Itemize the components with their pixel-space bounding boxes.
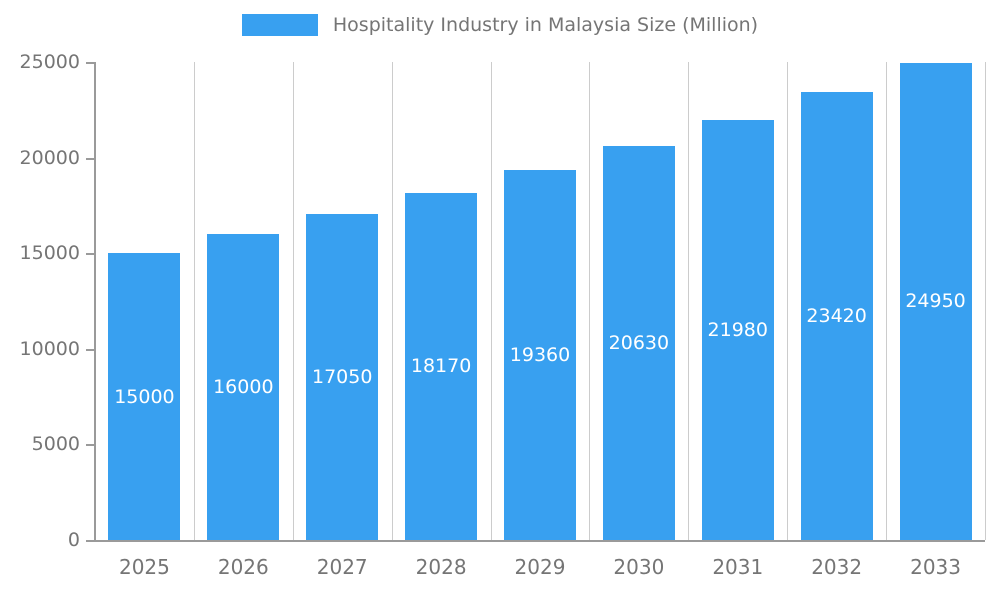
gridline (490, 62, 492, 540)
y-tick-label: 0 (67, 529, 80, 551)
bar-value-label: 24950 (905, 290, 966, 313)
y-tick-label: 10000 (19, 337, 80, 360)
bar[interactable]: 15000 (108, 253, 181, 540)
bar[interactable]: 21980 (701, 119, 774, 540)
x-axis-label: 2028 (415, 555, 467, 579)
bar-value-label: 16000 (213, 376, 274, 399)
bar-value-label: 17050 (311, 365, 373, 388)
bar-value-label: 15000 (114, 385, 175, 408)
y-tick-mark (86, 348, 94, 351)
x-axis-label: 2033 (910, 555, 961, 579)
bar-value-label: 21980 (707, 318, 768, 341)
y-axis-line (94, 62, 96, 542)
y-tick-label: 5000 (31, 433, 80, 456)
x-axis-label: 2031 (712, 555, 764, 579)
x-axis-label: 2025 (118, 555, 170, 579)
y-tick-label: 25000 (19, 51, 80, 73)
y-tick-mark (86, 157, 94, 160)
bar-value-label: 18170 (410, 355, 472, 378)
y-tick-mark (86, 253, 94, 256)
y-tick-label: 20000 (19, 146, 80, 169)
gridline (193, 62, 195, 540)
y-tick-mark (86, 540, 94, 542)
bar[interactable]: 18170 (405, 192, 478, 540)
y-tick-label: 15000 (19, 242, 80, 265)
bar-value-label: 19360 (509, 343, 571, 366)
x-axis-label: 2027 (316, 555, 368, 579)
bar[interactable]: 16000 (207, 234, 280, 540)
legend-swatch (241, 14, 318, 36)
chart-title: Hospitality Industry in Malaysia Size (M… (332, 14, 759, 36)
x-axis-line (94, 540, 985, 542)
gridline (985, 62, 986, 540)
bar[interactable]: 20630 (602, 145, 675, 540)
bar[interactable]: 19360 (504, 169, 576, 540)
bar-value-label: 23420 (806, 305, 867, 328)
bar[interactable]: 24950 (899, 62, 972, 540)
chart-legend: Hospitality Industry in Malaysia Size (M… (0, 14, 1000, 36)
gridline (688, 62, 690, 540)
y-tick-mark (86, 62, 94, 64)
x-axis-label: 2032 (811, 555, 863, 579)
y-tick-mark (86, 444, 94, 447)
gridline (886, 62, 888, 540)
gridline (589, 62, 591, 540)
x-axis-label: 2026 (217, 555, 269, 579)
gridline (292, 62, 294, 540)
x-axis-label: 2030 (613, 555, 665, 579)
bar[interactable]: 17050 (306, 214, 379, 540)
x-axis-label: 2029 (514, 555, 566, 579)
gridline (787, 62, 789, 540)
gridline (391, 62, 393, 540)
bar[interactable]: 23420 (800, 92, 873, 540)
bar-value-label: 20630 (608, 331, 670, 354)
